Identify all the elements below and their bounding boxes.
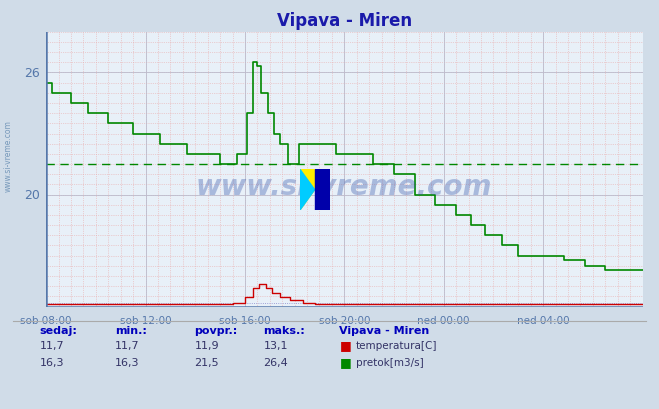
Bar [315, 170, 330, 211]
Text: 13,1: 13,1 [264, 340, 288, 351]
Text: sob 08:00: sob 08:00 [20, 315, 72, 325]
Text: ned 04:00: ned 04:00 [517, 315, 569, 325]
Text: Vipava - Miren: Vipava - Miren [339, 325, 430, 335]
Text: 16,3: 16,3 [40, 357, 64, 367]
Text: pretok[m3/s]: pretok[m3/s] [356, 357, 424, 367]
Text: sob 12:00: sob 12:00 [120, 315, 171, 325]
Text: ned 00:00: ned 00:00 [418, 315, 470, 325]
Text: www.si-vreme.com: www.si-vreme.com [196, 172, 492, 200]
Text: ■: ■ [339, 339, 351, 351]
Text: 21,5: 21,5 [194, 357, 219, 367]
Text: 26: 26 [24, 67, 40, 80]
Text: www.si-vreme.com: www.si-vreme.com [4, 119, 13, 191]
Text: 20: 20 [24, 189, 40, 202]
Text: sob 16:00: sob 16:00 [219, 315, 271, 325]
Text: maks.:: maks.: [264, 325, 305, 335]
Polygon shape [300, 170, 330, 211]
Text: povpr.:: povpr.: [194, 325, 238, 335]
Text: 11,7: 11,7 [115, 340, 140, 351]
Text: sedaj:: sedaj: [40, 325, 77, 335]
Title: Vipava - Miren: Vipava - Miren [277, 12, 412, 30]
Text: min.:: min.: [115, 325, 147, 335]
Polygon shape [300, 170, 315, 211]
Text: ■: ■ [339, 355, 351, 368]
Text: sob 20:00: sob 20:00 [318, 315, 370, 325]
Text: 26,4: 26,4 [264, 357, 289, 367]
Text: 11,7: 11,7 [40, 340, 64, 351]
Text: temperatura[C]: temperatura[C] [356, 340, 438, 351]
Text: 11,9: 11,9 [194, 340, 219, 351]
Text: 16,3: 16,3 [115, 357, 140, 367]
